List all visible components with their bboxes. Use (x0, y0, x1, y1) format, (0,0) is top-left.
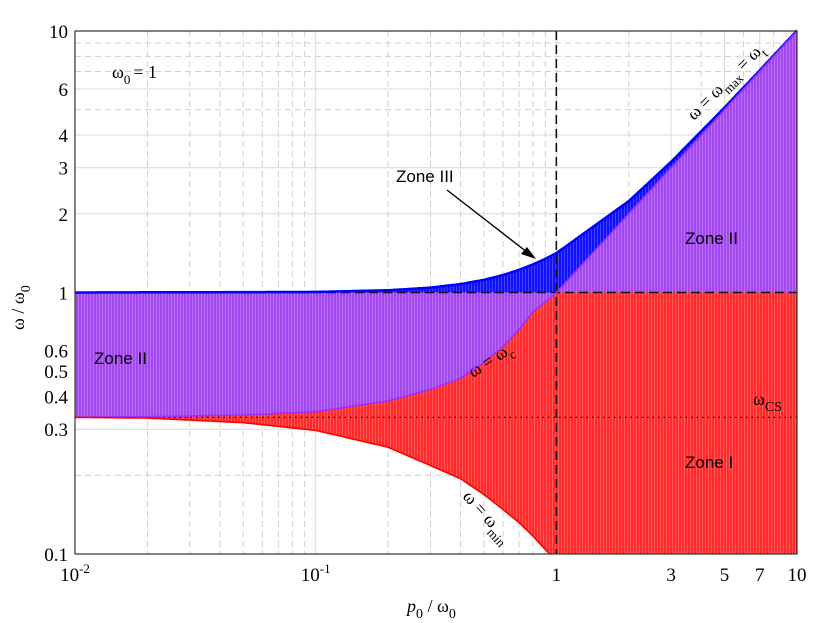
omega-c-curve (75, 30, 798, 418)
boundary-curves (75, 29, 798, 555)
y-tick-label: 10 (49, 22, 68, 43)
zone1-fill-texture (75, 292, 797, 554)
y-tick-label: 6 (59, 80, 69, 101)
zone1-label: Zone I (685, 453, 733, 472)
y-tick-label: 2 (59, 205, 69, 226)
omega-min-curve (75, 416, 551, 555)
x-axis-label: p0 / ω0 (405, 596, 456, 622)
y-tick-label: 0.6 (44, 342, 68, 363)
zone2-right-label: Zone II (685, 229, 738, 248)
y-tick-label: 1 (59, 284, 69, 305)
zone3-label: Zone III (396, 167, 454, 186)
y-tick-label: 0.1 (44, 545, 68, 566)
x-tick-label: 3 (666, 565, 676, 586)
y-tick-label: 4 (59, 126, 69, 147)
x-tick-label: 5 (720, 565, 730, 586)
zone2-left-label: Zone II (94, 349, 147, 368)
x-tick-label: 10-1 (301, 561, 331, 586)
plot-frame (74, 30, 798, 555)
y-tick-label: 0.3 (44, 420, 68, 441)
y-axis-label: ω / ω0 (8, 285, 34, 330)
x-tick-label: 7 (755, 565, 765, 586)
y-tick-label: 3 (59, 159, 69, 180)
zone2-fill-texture (75, 31, 797, 417)
x-tick-label: 1 (552, 565, 562, 586)
x-tick-label: 10-2 (60, 561, 90, 586)
omega-cs-label: ωCS (753, 389, 782, 415)
y-tick-label: 0.4 (44, 388, 68, 409)
tick-labels: 10-2 10-1 1 3 5 7 10 0.1 0.3 0.4 0.50.6 1 2 3 4 6 10 (44, 22, 806, 586)
x-tick-label: 10 (788, 565, 807, 586)
omega-max-curve (75, 29, 798, 294)
omega0-note: ω0 = 1 (112, 62, 157, 87)
y-tick-label: 0.5 (44, 362, 68, 383)
zone3-arrow (446, 189, 536, 259)
